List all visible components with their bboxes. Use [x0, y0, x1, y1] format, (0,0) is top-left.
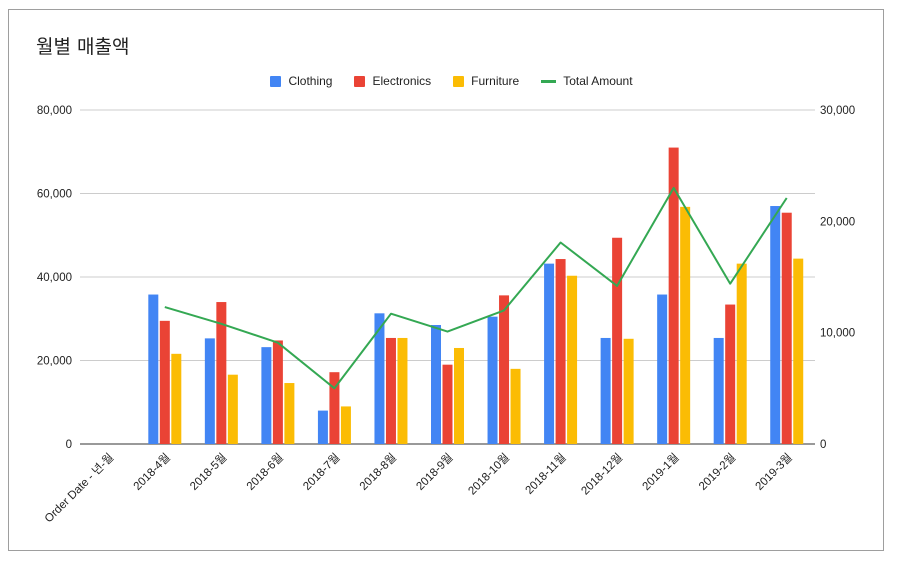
bar-electronics	[781, 212, 792, 444]
y-left-tick-label: 20,000	[37, 356, 72, 368]
bar-furniture	[454, 347, 464, 444]
bar-furniture	[567, 275, 578, 444]
bar-electronics	[612, 237, 623, 444]
bar-clothing	[657, 294, 668, 444]
x-tick-label: 2018-11월	[523, 451, 569, 497]
x-tick-label: 2018-9월	[414, 451, 456, 493]
bar-furniture	[793, 258, 804, 444]
bar-clothing	[374, 313, 385, 444]
legend-item-clothing[interactable]: Clothing	[266, 74, 332, 88]
bar-furniture	[623, 338, 634, 444]
legend-swatch-furniture	[453, 75, 465, 87]
y-left-tick-label: 40,000	[37, 272, 72, 284]
x-tick-label: 2018-4월	[131, 451, 173, 493]
x-tick-label: 2018-8월	[357, 451, 399, 493]
bar-furniture	[340, 406, 351, 444]
x-tick-label: 2019-1월	[640, 451, 682, 493]
legend-item-electronics[interactable]: Electronics	[350, 74, 431, 88]
bar-clothing	[431, 325, 441, 444]
bar-electronics	[668, 147, 679, 444]
y-right-tick-label: 10,000	[820, 328, 855, 340]
bar-clothing	[544, 263, 555, 444]
y-left-tick-label: 60,000	[37, 189, 72, 201]
y-right-tick-label: 0	[820, 439, 826, 451]
bar-clothing	[600, 337, 611, 444]
bar-clothing	[148, 294, 159, 444]
x-tick-label: 2019-3월	[753, 451, 795, 493]
bar-electronics	[442, 364, 453, 444]
bar-furniture	[227, 374, 238, 444]
bar-electronics	[555, 259, 566, 444]
y-right-tick-label: 20,000	[820, 216, 855, 228]
y-right-tick-label: 30,000	[820, 105, 855, 117]
bar-clothing	[487, 316, 498, 444]
bar-furniture	[510, 368, 521, 444]
bar-electronics	[216, 302, 227, 444]
bar-electronics	[499, 295, 510, 444]
x-tick-label: Order Date - 년-월	[42, 451, 116, 525]
y-left-tick-label: 0	[66, 439, 72, 451]
bar-electronics	[272, 340, 283, 444]
bar-clothing	[204, 338, 215, 444]
x-tick-label: 2018-12월	[579, 451, 626, 498]
legend-item-furniture[interactable]: Furniture	[449, 74, 519, 88]
bar-furniture	[171, 353, 182, 444]
x-tick-label: 2018-7월	[301, 451, 343, 493]
bar-furniture	[397, 337, 408, 444]
legend-swatch-clothing	[270, 75, 282, 87]
legend-swatch-total-amount	[541, 79, 557, 83]
bar-clothing	[770, 206, 781, 444]
bar-clothing	[261, 347, 272, 444]
bar-clothing	[317, 410, 328, 444]
bar-furniture	[284, 383, 295, 444]
chart-title: 월별 매출액	[36, 36, 130, 58]
line-total-amount	[164, 186, 788, 390]
x-tick-label: 2018-10월	[466, 451, 513, 498]
bar-electronics	[159, 320, 170, 444]
legend-label-total-amount: Total Amount	[563, 74, 633, 88]
legend-swatch-electronics	[354, 75, 366, 87]
x-tick-label: 2018-6월	[244, 451, 286, 493]
chart-legend: Clothing Electronics Furniture Total Amo…	[0, 72, 899, 90]
legend-item-total-amount[interactable]: Total Amount	[537, 74, 633, 88]
bar-clothing	[713, 337, 724, 444]
legend-label-electronics: Electronics	[372, 74, 432, 88]
bar-electronics	[725, 304, 736, 444]
legend-label-furniture: Furniture	[471, 74, 520, 88]
x-tick-label: 2018-5월	[187, 451, 229, 493]
legend-label-clothing: Clothing	[288, 74, 333, 88]
x-tick-label: 2019-2월	[696, 451, 738, 493]
bar-electronics	[385, 337, 396, 444]
y-left-tick-label: 80,000	[37, 105, 72, 117]
bar-electronics	[329, 372, 340, 444]
bar-furniture	[736, 263, 747, 444]
bar-furniture	[680, 206, 691, 444]
